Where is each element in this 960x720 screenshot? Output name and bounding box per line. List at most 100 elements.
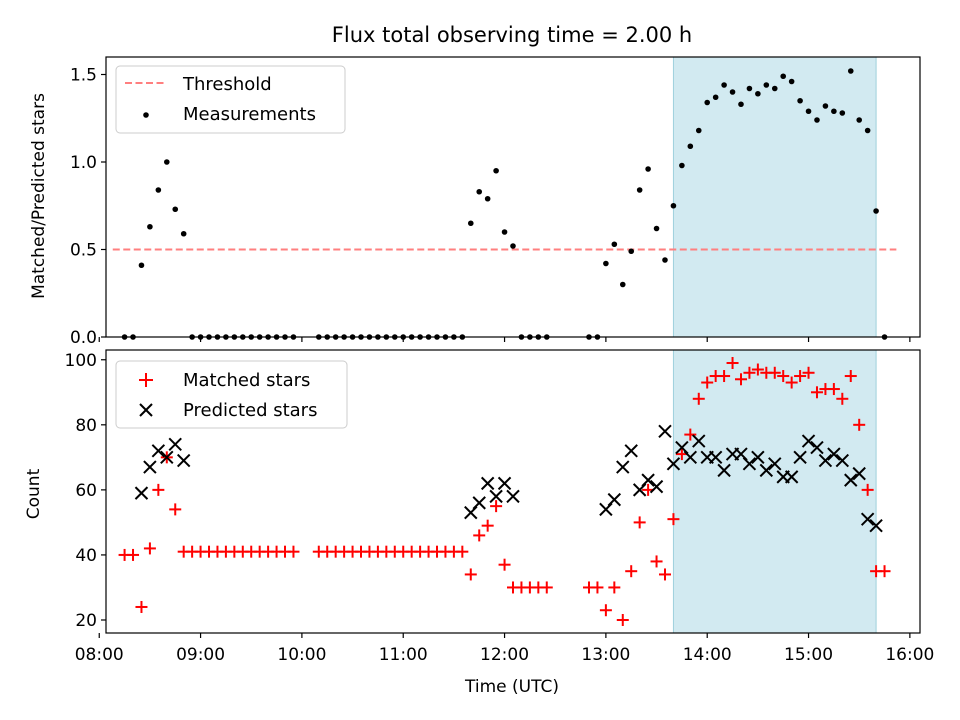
data-point: [484, 195, 491, 202]
legend-box: [115, 360, 348, 429]
data-point: [155, 187, 162, 193]
data-point: [467, 220, 474, 227]
series-matched-stars: [118, 357, 891, 626]
marker-stroke: [793, 450, 807, 465]
data-point: [818, 453, 833, 468]
marker-stroke: [489, 489, 503, 504]
marker-stroke: [751, 450, 765, 465]
measurements-legend-marker: [143, 112, 149, 118]
data-point: [738, 101, 744, 108]
data-point: [861, 483, 874, 496]
measurements-legend-label: Measurements: [183, 104, 316, 125]
x-tick-label: 10:00: [277, 645, 326, 665]
marker-stroke: [810, 440, 824, 455]
data-point: [480, 476, 495, 491]
marker-stroke: [801, 434, 816, 448]
data-point: [134, 486, 149, 500]
data-point: [540, 581, 553, 594]
data-point: [599, 604, 612, 617]
data-point: [742, 457, 757, 471]
data-point: [616, 460, 630, 474]
data-point: [143, 542, 156, 555]
data-point: [679, 162, 685, 169]
y-tick-label: 60: [75, 481, 97, 501]
highlight-span: [672, 56, 877, 338]
data-point: [844, 473, 858, 487]
data-point: [608, 581, 621, 594]
data-point: [726, 357, 739, 370]
data-point: [827, 447, 841, 461]
marker-stroke: [658, 424, 672, 439]
data-point: [641, 473, 655, 487]
bottom-ylabel: Count: [24, 468, 44, 519]
data-point: [746, 85, 753, 92]
data-point: [712, 94, 719, 101]
predicted-legend-marker: [139, 403, 153, 417]
data-point: [780, 73, 787, 80]
marker-stroke: [176, 453, 191, 468]
matched-legend-label: Matched stars: [183, 370, 310, 391]
data-point: [814, 117, 820, 123]
marker-stroke: [134, 486, 149, 500]
data-point: [510, 243, 516, 249]
data-point: [810, 386, 823, 399]
data-point: [506, 489, 520, 504]
top-panel: 0.0 0.5 1.0 1.5: [70, 56, 921, 348]
data-point: [138, 262, 145, 269]
data-point: [701, 376, 714, 389]
marker-stroke: [506, 489, 520, 504]
data-point: [163, 159, 170, 165]
highlight-span: [672, 349, 877, 634]
data-point: [751, 363, 764, 376]
marker-stroke: [472, 496, 486, 510]
x-tick-label: 12:00: [480, 645, 529, 665]
data-point: [135, 600, 148, 613]
marker-stroke: [768, 457, 782, 471]
series-predicted-stars: [134, 424, 883, 533]
data-point: [768, 366, 781, 379]
data-point: [797, 97, 803, 104]
data-point: [472, 496, 486, 510]
data-point: [591, 581, 604, 594]
x-tick-label: 15:00: [784, 645, 833, 665]
data-point: [152, 483, 165, 496]
y-tick-label: 1.5: [70, 66, 97, 86]
data-point: [718, 370, 731, 383]
data-point: [684, 428, 697, 441]
axes-frame: [105, 56, 921, 338]
data-point: [180, 230, 187, 237]
data-point: [658, 424, 672, 439]
data-point: [619, 281, 626, 288]
data-point: [852, 466, 866, 481]
data-point: [624, 444, 638, 458]
data-point: [666, 457, 681, 471]
marker-stroke: [860, 512, 875, 526]
data-point: [603, 260, 609, 267]
data-point: [497, 476, 512, 491]
bottom-legend: Matched stars Predicted stars: [115, 360, 348, 429]
data-point: [751, 450, 765, 465]
data-point: [489, 489, 503, 504]
data-point: [721, 82, 727, 88]
data-point: [633, 516, 646, 529]
legend-box: [115, 65, 346, 134]
marker-stroke: [616, 460, 630, 474]
data-point: [501, 229, 508, 235]
data-point: [717, 463, 731, 478]
data-point: [729, 89, 736, 95]
data-point: [771, 85, 778, 92]
data-point: [869, 518, 883, 533]
data-point: [168, 437, 182, 452]
data-point: [860, 512, 875, 526]
marker-stroke: [818, 453, 833, 468]
data-point: [658, 568, 671, 581]
x-tick-label: 08:00: [75, 645, 124, 665]
data-point: [456, 545, 469, 558]
x-tick-label: 13:00: [581, 645, 630, 665]
data-point: [801, 434, 816, 448]
top-legend: Threshold Measurements: [115, 65, 346, 134]
marker-stroke: [641, 473, 655, 487]
data-point: [827, 383, 840, 396]
marker-stroke: [666, 457, 681, 471]
